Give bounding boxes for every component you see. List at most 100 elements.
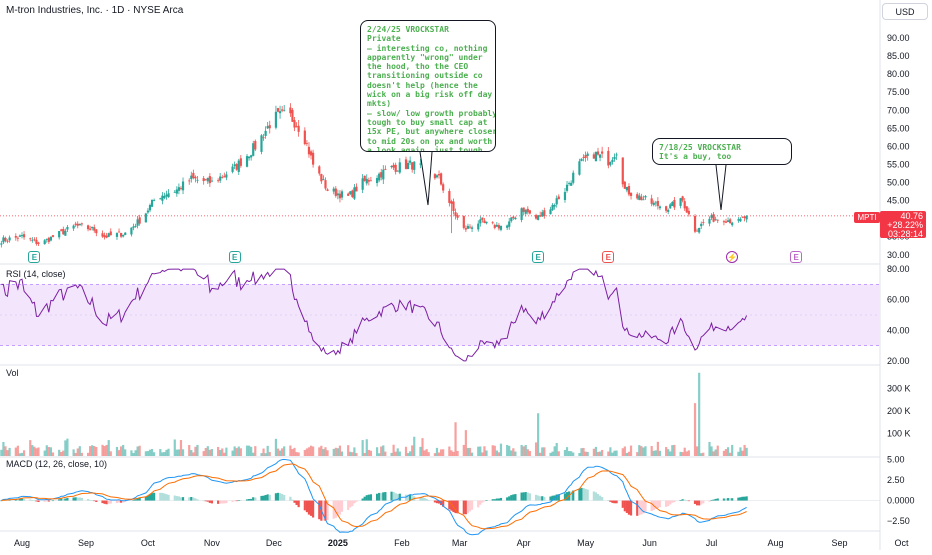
macd-histogram-bar [555,494,558,501]
volume-bar [307,447,311,456]
volume-bar [159,449,162,456]
candle [549,206,552,215]
time-axis-tick: Jul [706,538,718,548]
macd-histogram-bar [551,495,554,501]
candle [520,207,523,223]
earnings-event-icon[interactable]: E [602,251,615,263]
candle [640,193,643,201]
candle-body [448,191,451,203]
candle-body [367,180,370,182]
volume-bar [442,449,445,456]
candle-body [221,177,224,178]
split-event-icon[interactable]: ⚡ [726,251,739,263]
candles [0,103,748,248]
volume-bar [594,446,598,456]
macd-histogram-bar [107,500,110,504]
candle-body [293,120,296,128]
macd-histogram-bar [419,496,422,501]
macd-histogram-bar [695,500,699,506]
earnings-event-icon[interactable]: E [228,251,241,263]
callout-line: Private [367,34,401,44]
candle-body [380,172,383,178]
candle [307,142,311,158]
volume-bar [153,452,156,456]
candle [613,153,616,162]
candle [514,216,517,220]
candle-body [586,153,589,156]
volume-bar [627,451,631,456]
macd-histogram-bar [245,499,249,501]
time-axis-tick: Aug [14,538,30,548]
candle [2,235,5,245]
volume-bar [278,450,282,456]
volume-bar [685,451,688,456]
candle [340,189,344,201]
macd-histogram-bar [167,494,170,501]
volume-bar [396,448,399,456]
earnings-event-icon[interactable]: E [28,251,41,263]
candle [219,172,222,184]
candle [644,195,647,200]
candle [355,183,358,192]
volume-bar [555,442,558,456]
candle-body [654,202,657,204]
earnings-event-icon[interactable]: E [790,251,803,263]
candle-body [16,237,19,239]
macd-axis-tick: 0.0000 [887,496,915,506]
macd-histogram-bar [86,498,90,501]
candle [406,160,410,170]
macd-histogram-bar [687,500,690,502]
volume-bar [190,450,193,456]
macd-histogram-bar [406,494,410,501]
candle [153,198,156,202]
macd-histogram-bar [303,500,306,511]
candle-body [146,210,150,213]
candle-body [596,151,600,155]
candle-body [468,226,472,228]
macd-histogram-bar [522,492,525,501]
volume-bar [66,438,69,456]
macd-histogram-bar [702,500,705,504]
volume-bar [741,450,744,456]
volume-bar [367,449,370,456]
candle-body [78,223,81,226]
candle [685,206,688,213]
volume-bar [0,449,3,456]
candle-body [60,229,63,231]
candle-body [452,201,455,211]
macd-histogram-bar [136,498,139,501]
macd-histogram-bar [274,493,278,501]
earnings-event-icon[interactable]: E [532,251,545,263]
candle [254,139,257,152]
macd-histogram-bar [318,500,321,520]
candle [134,223,137,228]
macd-histogram-bar [179,497,183,501]
macd-histogram-bar [698,500,701,506]
candle [148,203,152,213]
volume-bar [435,447,439,456]
macd-histogram-bar [491,499,494,501]
volume-bar [132,453,135,456]
volume-bar [477,446,480,456]
candle [16,236,19,242]
candle-body [650,198,653,204]
idea-callout-feb[interactable]: 2/24/25 VROCKSTAR Private – interesting co… [360,20,496,152]
macd-histogram-bar [206,500,209,502]
candle [231,163,234,174]
candle [311,149,315,168]
candle [20,232,24,239]
candle [138,214,141,226]
volume-bars [0,372,748,456]
macd-histogram-bar [326,500,329,521]
currency-selector[interactable]: USD [882,3,928,20]
candle-body [702,222,705,223]
volume-bar [537,413,540,456]
idea-callout-jul[interactable]: 7/18/25 VROCKSTAR It's a buy, too [652,138,792,165]
candle [351,189,354,199]
volume-bar [437,452,441,456]
macd-histogram-bar [311,500,315,518]
volume-bar [394,451,397,456]
candle-body [196,179,199,181]
